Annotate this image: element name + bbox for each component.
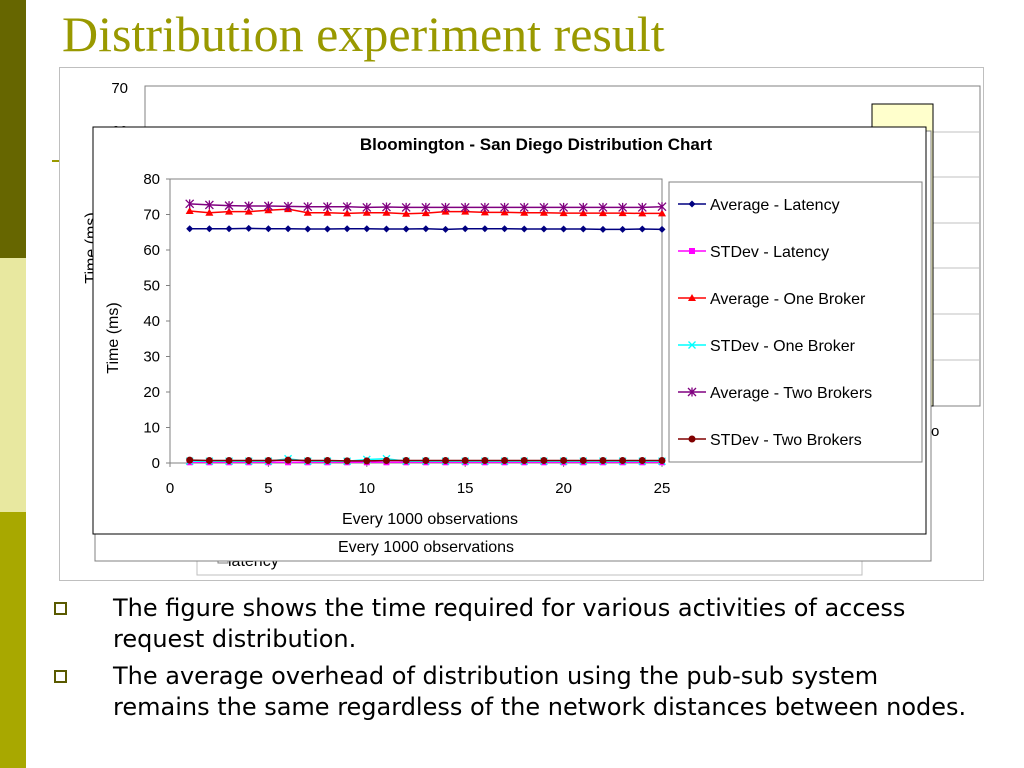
sidebar-stripe-dark <box>0 0 26 258</box>
bullet-text: The figure shows the time required for v… <box>113 594 906 653</box>
bullet-item: The figure shows the time required for v… <box>52 593 982 655</box>
title-bullet-dash <box>52 160 62 162</box>
square-bullet-icon <box>54 670 67 683</box>
bullet-item: The average overhead of distribution usi… <box>52 661 982 723</box>
bullet-text: The average overhead of distribution usi… <box>113 662 967 721</box>
bullet-list: The figure shows the time required for v… <box>52 593 982 729</box>
sidebar-stripe-olive <box>0 512 26 768</box>
slide-title: Distribution experiment result <box>62 6 665 62</box>
chart-frame <box>59 67 984 581</box>
square-bullet-icon <box>54 602 67 615</box>
sidebar-stripe-light <box>0 258 26 512</box>
